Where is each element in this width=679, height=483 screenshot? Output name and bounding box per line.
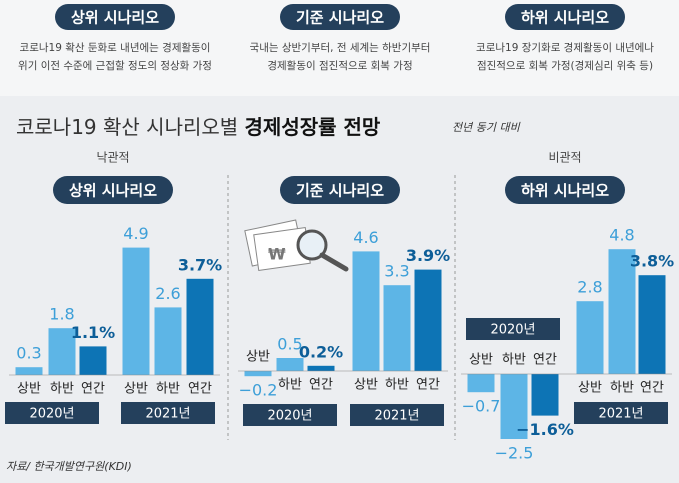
value-label: −0.7 (462, 397, 501, 416)
scenario-title: 하위 시나리오 (521, 9, 609, 27)
panel-label: 비관적 (548, 151, 581, 165)
bar (186, 278, 214, 375)
bar (500, 374, 528, 439)
scenario-title-box (505, 4, 625, 30)
group-label: 2020년 (29, 407, 74, 422)
x-tick-label: 연간 (533, 353, 557, 368)
x-tick-label: 연간 (188, 382, 212, 397)
scenario-description: 코로나19 확산 둔화로 내년에는 경제활동이 (20, 41, 211, 54)
value-label: 0.5 (277, 335, 302, 354)
x-tick-label: 하반 (156, 382, 180, 397)
x-tick-label: 하반 (502, 353, 526, 368)
x-tick-label: 하반 (385, 378, 409, 393)
bar (352, 251, 380, 371)
title-plain: 코로나19 확산 시나리오별 (16, 115, 238, 139)
scenario-title-box (55, 4, 175, 30)
x-tick-label: 상반 (578, 381, 602, 396)
scenario-description: 경제활동이 점진적으로 회복 가정 (267, 59, 412, 72)
x-tick-label: 상반 (17, 382, 41, 397)
group-label-box (5, 402, 99, 424)
value-label: 2.8 (577, 278, 602, 297)
x-tick-label: 상반 (354, 378, 378, 393)
bar (576, 301, 604, 374)
group-label: 2021년 (374, 409, 419, 424)
x-tick-label: 연간 (416, 378, 440, 393)
group-label-box (350, 404, 444, 426)
bar (531, 374, 559, 416)
value-label: 4.9 (123, 224, 148, 243)
bar (276, 358, 304, 371)
source: 자료/ 한국개발연구원(KDI) (6, 460, 132, 473)
svg-text:₩: ₩ (268, 245, 286, 264)
x-tick-label: 하반 (610, 381, 634, 396)
bar (154, 307, 182, 375)
x-tick-label: 상반 (124, 382, 148, 397)
bar (467, 374, 495, 393)
value-label: −0.2 (239, 381, 278, 400)
scenario-description: 코로나19 장기화로 경제활동이 내년에나 (476, 41, 654, 54)
bar (48, 328, 76, 375)
bar (414, 269, 442, 371)
x-tick-label: 연간 (309, 378, 333, 393)
bar (383, 285, 411, 371)
value-label: 3.9% (406, 246, 450, 265)
group-label-box (466, 318, 560, 340)
bar (122, 247, 150, 375)
subtitle: 전년 동기 대비 (452, 121, 521, 134)
value-label: 0.3 (16, 344, 41, 363)
title-bold: 경제성장률 전망 (245, 115, 381, 139)
panel-title: 하위 시나리오 (521, 182, 609, 200)
scenario-title: 상위 시나리오 (71, 9, 159, 27)
bar (638, 275, 666, 374)
panel-title-box (280, 176, 400, 204)
scenario-title: 기준 시나리오 (296, 9, 384, 27)
scenario-description: 점진적으로 회복 가정(경제심리 위축 등) (477, 59, 653, 72)
bar (244, 371, 272, 377)
bar (608, 249, 636, 374)
value-label: −2.5 (495, 444, 534, 463)
magnifier-illustration: ₩ (244, 219, 349, 272)
value-label: 0.2% (299, 342, 343, 361)
x-tick-label: 하반 (50, 382, 74, 397)
group-label: 2020년 (267, 409, 312, 424)
x-tick-label: 연간 (81, 382, 105, 397)
value-label: 4.8 (609, 226, 634, 245)
bar (307, 365, 335, 371)
x-tick-label: 하반 (278, 378, 302, 393)
group-label: 2020년 (490, 323, 535, 338)
value-label: 3.8% (630, 252, 674, 271)
group-label-box (574, 402, 668, 424)
group-label-box (243, 404, 337, 426)
value-label: 3.7% (178, 255, 222, 274)
group-label-box (121, 402, 215, 424)
value-label: 4.6 (353, 228, 378, 247)
x-tick-label: 상반 (246, 350, 270, 365)
value-label: −1.6% (516, 420, 574, 439)
value-label: 3.3 (384, 262, 409, 281)
scenario-title-box (280, 4, 400, 30)
panel-title: 상위 시나리오 (69, 182, 157, 200)
group-label: 2021년 (598, 407, 643, 422)
panel-label: 낙관적 (96, 151, 129, 165)
panel-title: 기준 시나리오 (296, 182, 384, 200)
scenario-description: 위기 이전 수준에 근접할 정도의 정상화 가정 (18, 59, 212, 72)
bar (15, 367, 43, 375)
group-label: 2021년 (145, 407, 190, 422)
value-label: 1.8 (49, 305, 74, 324)
scenario-description: 국내는 상반기부터, 전 세계는 하반기부터 (250, 41, 431, 54)
x-tick-label: 상반 (469, 353, 493, 368)
headline: 코로나19 확산 시나리오별 경제성장률 전망 (16, 115, 381, 139)
x-tick-label: 연간 (640, 381, 664, 396)
panel-title-box (53, 176, 173, 204)
value-label: 1.1% (71, 323, 115, 342)
panel-title-box (505, 176, 625, 204)
value-label: 2.6 (155, 284, 180, 303)
bar (79, 346, 107, 375)
